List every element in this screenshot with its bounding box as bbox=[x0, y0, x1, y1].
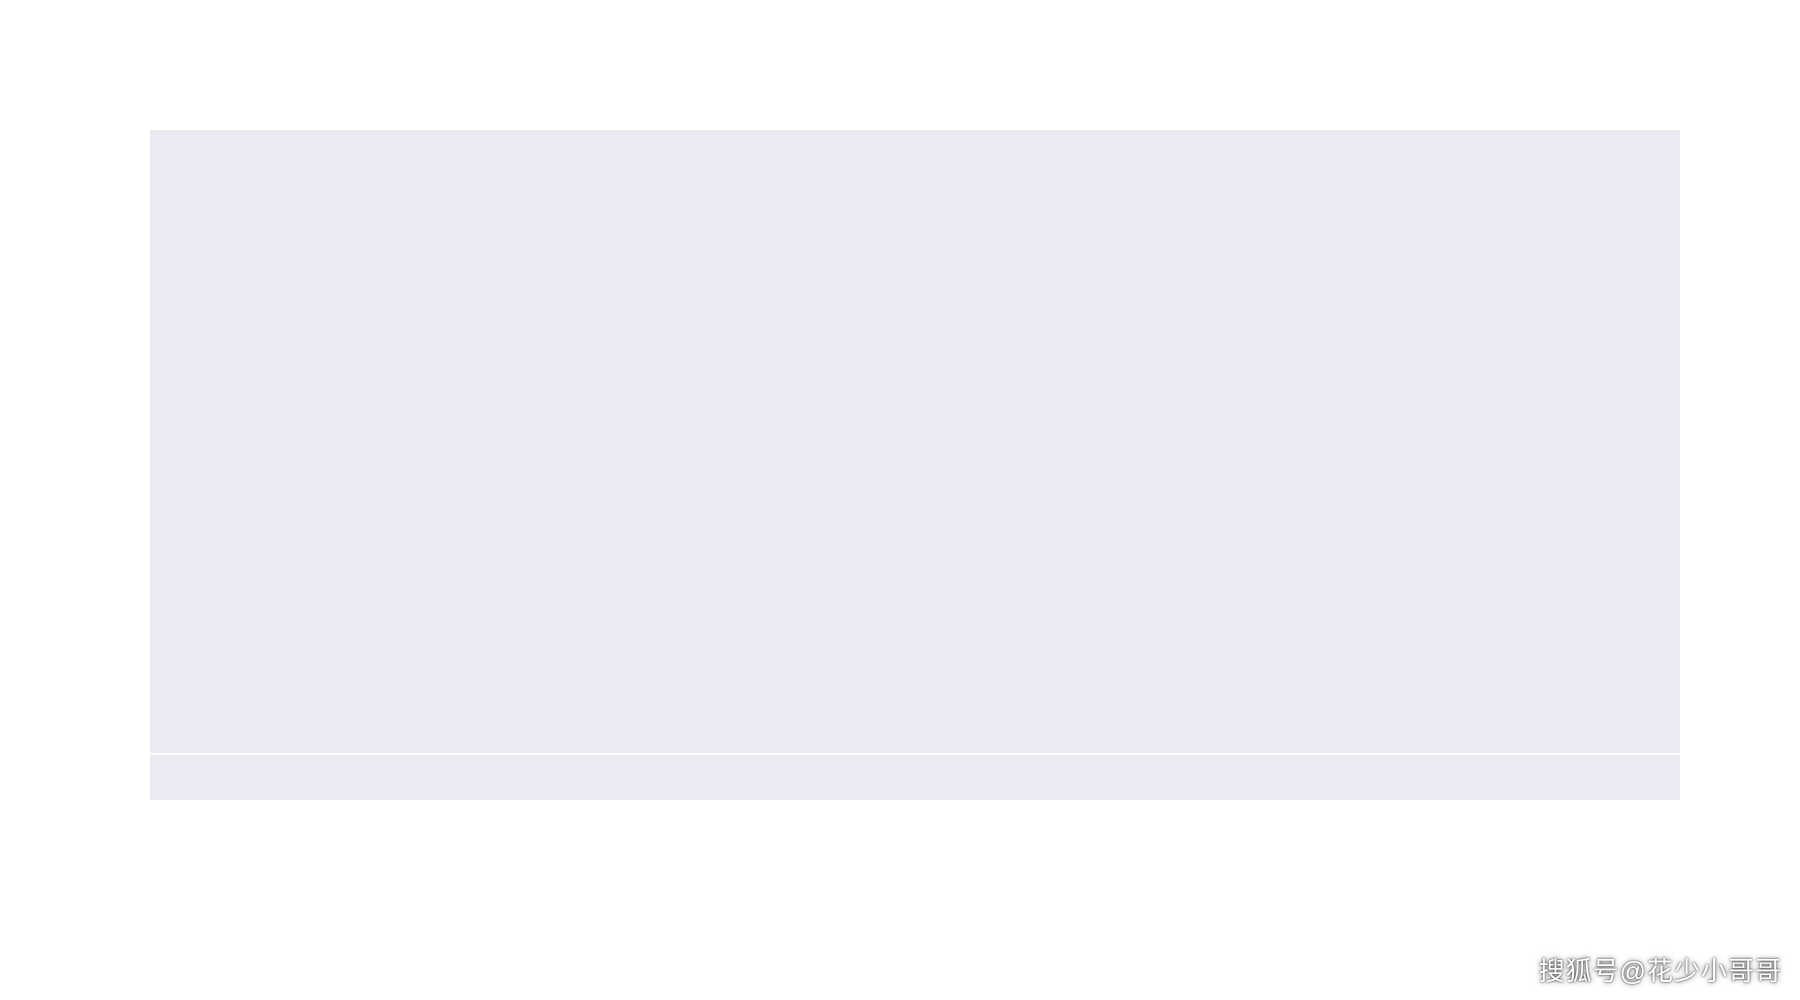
chart-svg bbox=[0, 0, 1800, 1000]
plot-area bbox=[150, 130, 1680, 800]
chart-container: 搜狐号@花少小哥哥 bbox=[0, 0, 1800, 1000]
watermark: 搜狐号@花少小哥哥 bbox=[1539, 951, 1782, 988]
